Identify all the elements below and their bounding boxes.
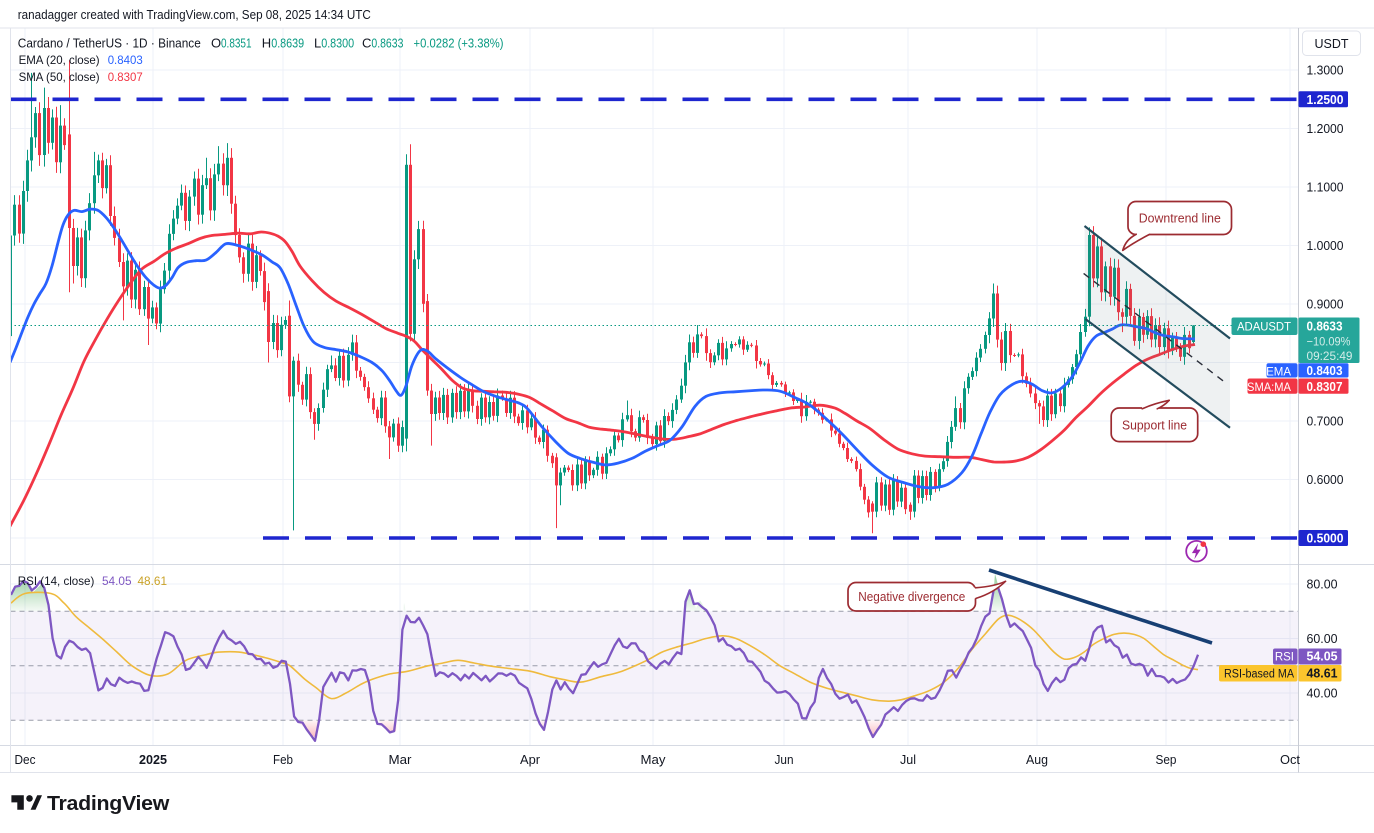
- svg-text:48.61: 48.61: [1307, 667, 1338, 681]
- svg-text:SMA:MA: SMA:MA: [1247, 382, 1291, 394]
- svg-text:1.0000: 1.0000: [1307, 238, 1344, 253]
- svg-text:Jul: Jul: [900, 753, 916, 767]
- svg-text:EMA: EMA: [1266, 367, 1291, 379]
- svg-text:RSI-based MA: RSI-based MA: [1224, 669, 1294, 681]
- svg-text:0.8403: 0.8403: [1307, 364, 1343, 378]
- svg-text:EMA (20, close)0.8403: EMA (20, close) 0.8403: [19, 53, 143, 67]
- svg-text:Mar: Mar: [389, 753, 412, 767]
- svg-text:May: May: [641, 753, 667, 767]
- svg-text:0.7000: 0.7000: [1307, 414, 1344, 429]
- svg-text:54.05: 54.05: [1307, 650, 1338, 664]
- svg-text:ADAUSDT: ADAUSDT: [1237, 320, 1292, 334]
- svg-text:Sep: Sep: [1156, 753, 1177, 767]
- svg-text:Feb: Feb: [273, 753, 293, 767]
- svg-text:Dec: Dec: [15, 753, 36, 767]
- svg-text:−10.09%: −10.09%: [1307, 335, 1351, 349]
- svg-text:0.6000: 0.6000: [1307, 472, 1344, 487]
- svg-text:0.8307: 0.8307: [1307, 380, 1343, 394]
- svg-text:TradingView: TradingView: [47, 792, 169, 815]
- svg-text:0.8633: 0.8633: [1307, 320, 1343, 334]
- svg-text:Apr: Apr: [520, 753, 540, 767]
- svg-text:Jun: Jun: [775, 753, 794, 767]
- svg-text:USDT: USDT: [1314, 37, 1348, 51]
- svg-text:Downtrend line: Downtrend line: [1139, 211, 1221, 226]
- svg-text:Support line: Support line: [1122, 417, 1187, 432]
- svg-text:0.5000: 0.5000: [1307, 532, 1344, 546]
- svg-text:1.1000: 1.1000: [1307, 180, 1344, 195]
- svg-text:40.00: 40.00: [1307, 687, 1338, 701]
- svg-text:1.2000: 1.2000: [1307, 121, 1344, 136]
- svg-text:Aug: Aug: [1026, 753, 1048, 767]
- svg-text:80.00: 80.00: [1307, 578, 1338, 592]
- svg-text:09:25:49: 09:25:49: [1307, 349, 1353, 363]
- svg-text:2025: 2025: [139, 753, 167, 767]
- svg-text:ranadagger created with Tradin: ranadagger created with TradingView.com,…: [18, 8, 371, 22]
- svg-text:Negative divergence: Negative divergence: [858, 589, 965, 604]
- svg-text:RSI: RSI: [1275, 652, 1294, 664]
- svg-text:1.2500: 1.2500: [1307, 93, 1344, 107]
- svg-text:60.00: 60.00: [1307, 632, 1338, 646]
- svg-text:SMA (50, close)0.8307: SMA (50, close) 0.8307: [19, 70, 143, 84]
- svg-text:Cardano / TetherUS · 1D · Bina: Cardano / TetherUS · 1D · Binance O0.8351…: [18, 36, 504, 51]
- svg-text:Oct: Oct: [1280, 753, 1301, 767]
- svg-text:0.9000: 0.9000: [1307, 297, 1344, 312]
- svg-text:1.3000: 1.3000: [1307, 63, 1344, 78]
